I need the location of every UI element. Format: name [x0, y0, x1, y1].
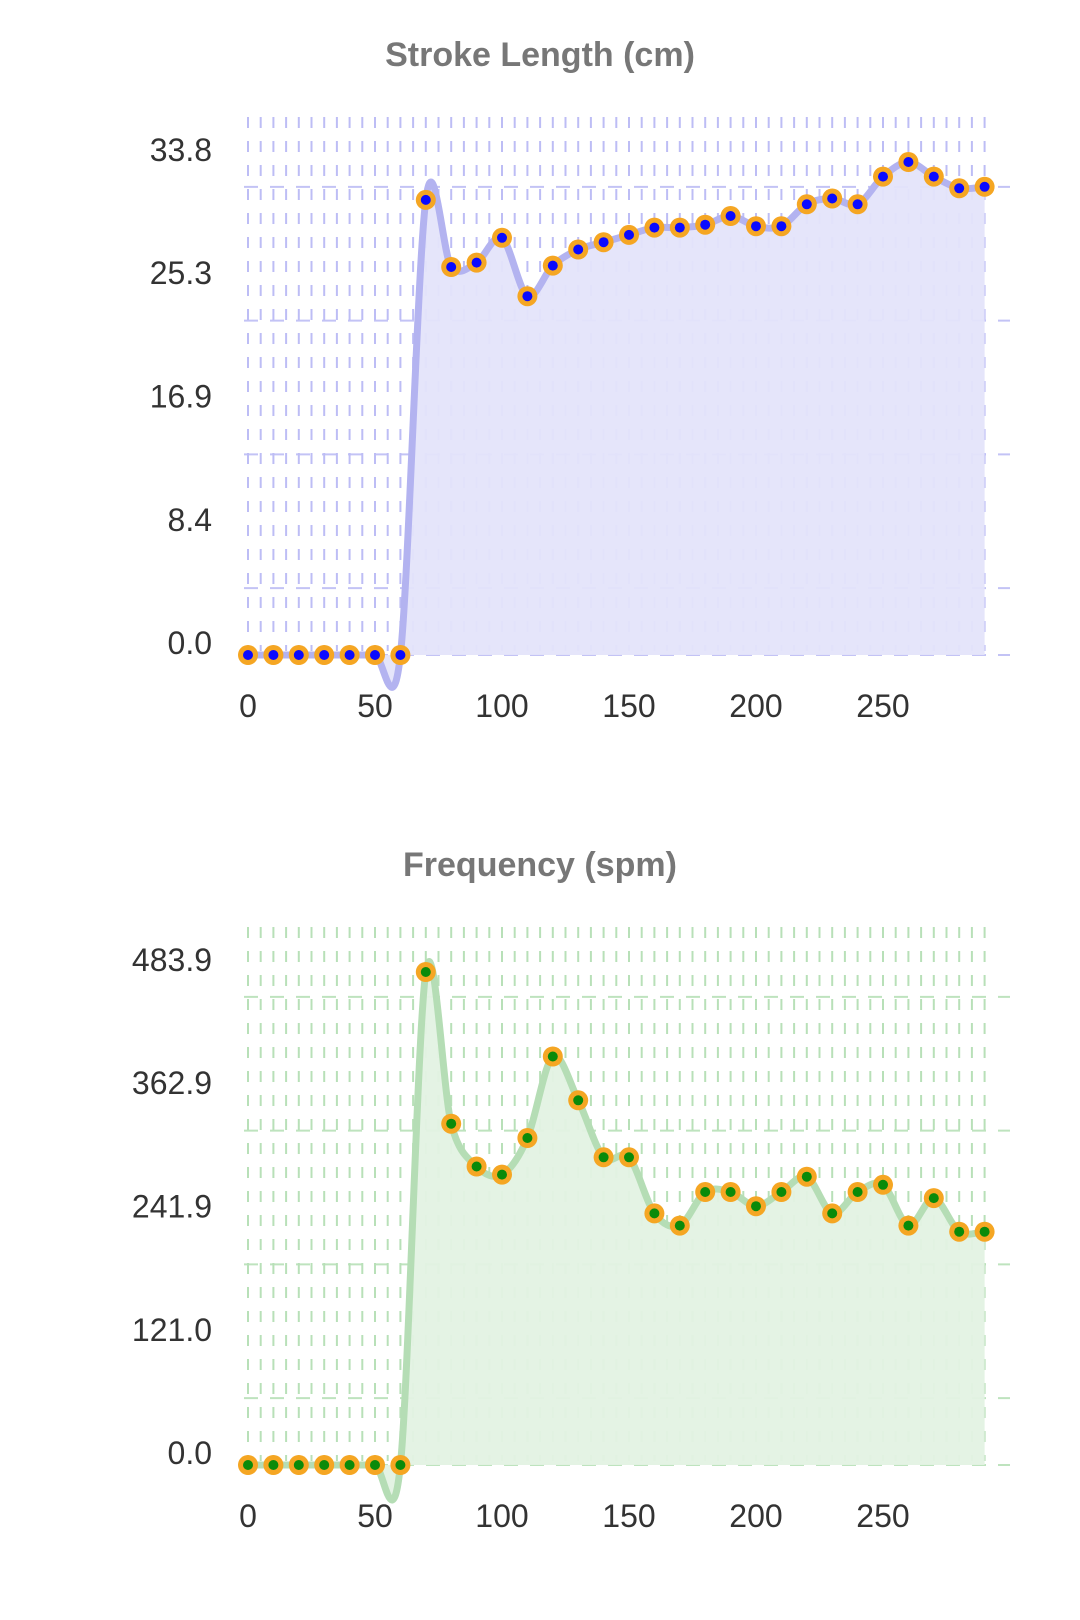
data-point	[568, 1090, 589, 1111]
area-fill	[248, 961, 985, 1501]
data-point	[847, 1182, 868, 1202]
data-points	[238, 962, 995, 1475]
data-point	[466, 252, 487, 273]
y-tick-label: 25.3	[150, 255, 212, 291]
data-point	[873, 166, 893, 187]
data-point	[669, 1215, 690, 1236]
x-tick-label: 250	[856, 688, 909, 724]
data-point	[695, 214, 716, 235]
data-point	[339, 645, 360, 665]
data-point	[619, 1147, 639, 1168]
data-point	[771, 1182, 792, 1202]
data-point	[314, 645, 335, 665]
data-point	[542, 255, 563, 276]
data-point	[949, 1221, 970, 1242]
y-tick-label: 241.9	[132, 1189, 212, 1225]
data-point	[441, 1113, 462, 1134]
data-points	[238, 152, 995, 665]
y-tick-label: 8.4	[168, 502, 212, 538]
data-point	[441, 257, 462, 277]
data-point	[593, 232, 614, 253]
x-tick-label: 150	[602, 1498, 655, 1534]
chart-title: Stroke Length (cm)	[385, 36, 695, 74]
data-point	[746, 1196, 766, 1217]
data-point	[720, 1182, 741, 1202]
data-point	[923, 166, 944, 187]
data-point	[415, 189, 436, 210]
data-point	[796, 1166, 817, 1187]
frequency-chart: Frequency (spm) 0.0121.0241.9362.9483.9 …	[132, 846, 1010, 1534]
data-point	[822, 188, 843, 209]
data-point	[822, 1203, 843, 1224]
data-point	[339, 1455, 360, 1475]
data-point	[669, 217, 690, 238]
data-point	[288, 645, 309, 665]
x-tick-label: 0	[239, 688, 257, 724]
data-point	[492, 227, 512, 248]
data-point	[974, 1221, 995, 1242]
y-axis-labels: 0.0 121.0 241.9 362.9 483.9	[132, 942, 212, 1471]
x-axis-labels: 0 50 100 150 200 250	[239, 1498, 910, 1534]
y-tick-label: 0.0	[168, 1435, 212, 1471]
stroke-length-chart: Stroke Length (cm) 0.0 8.4 16.9 25.3 33.8 0 5…	[150, 36, 1010, 724]
y-tick-label: 33.8	[150, 132, 212, 168]
x-tick-label: 100	[475, 1498, 528, 1534]
data-point	[288, 1455, 309, 1475]
x-axis-labels: 0 50 100 150 200 250	[239, 688, 910, 724]
data-point	[949, 178, 970, 199]
data-point	[542, 1046, 563, 1067]
y-tick-label: 16.9	[150, 379, 212, 415]
data-point	[873, 1174, 893, 1195]
x-tick-label: 50	[357, 1498, 393, 1534]
x-tick-label: 0	[239, 1498, 257, 1534]
data-point	[263, 645, 284, 665]
data-point	[263, 1455, 284, 1475]
data-point	[923, 1188, 944, 1209]
x-tick-label: 150	[602, 688, 655, 724]
chart-title: Frequency (spm)	[403, 846, 677, 884]
x-tick-label: 100	[475, 688, 528, 724]
y-tick-label: 0.0	[168, 625, 212, 661]
y-axis-labels: 0.0 8.4 16.9 25.3 33.8	[150, 132, 212, 661]
data-point	[314, 1455, 335, 1475]
data-point	[390, 1455, 411, 1475]
data-point	[644, 217, 665, 238]
data-point	[390, 645, 411, 665]
x-tick-label: 50	[357, 688, 393, 724]
data-point	[974, 176, 995, 197]
data-point	[644, 1203, 665, 1224]
data-point	[238, 645, 258, 665]
x-tick-label: 250	[856, 1498, 909, 1534]
data-point	[771, 216, 792, 237]
data-point	[720, 206, 741, 226]
data-point	[238, 1455, 258, 1475]
data-point	[466, 1156, 487, 1177]
data-point	[365, 645, 385, 665]
data-point	[746, 216, 766, 237]
data-point	[517, 1128, 538, 1148]
data-point	[695, 1182, 716, 1202]
data-point	[415, 962, 436, 982]
data-point	[898, 152, 919, 172]
y-tick-label: 121.0	[132, 1312, 212, 1348]
area-fill	[248, 162, 985, 688]
x-tick-label: 200	[729, 1498, 782, 1534]
x-tick-label: 200	[729, 688, 782, 724]
data-point	[796, 194, 817, 215]
data-point	[619, 224, 639, 245]
data-point	[568, 239, 589, 260]
y-tick-label: 362.9	[132, 1065, 212, 1101]
data-point	[593, 1147, 614, 1168]
data-point	[847, 194, 868, 215]
data-point	[492, 1164, 512, 1185]
data-point	[365, 1455, 385, 1475]
data-point	[517, 286, 538, 307]
y-tick-label: 483.9	[132, 942, 212, 978]
data-point	[898, 1215, 919, 1236]
